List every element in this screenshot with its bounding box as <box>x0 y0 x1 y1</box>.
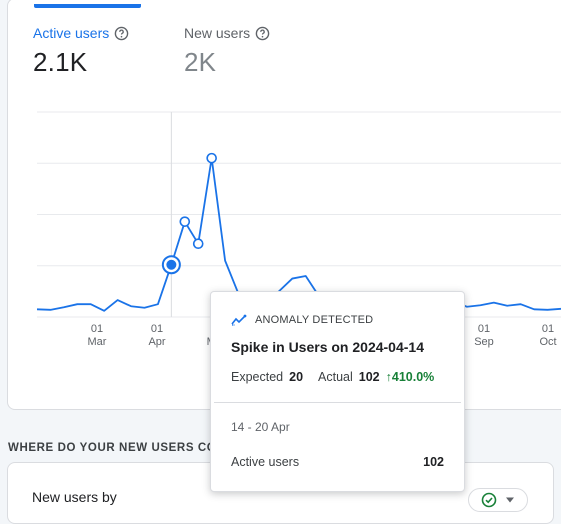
tooltip-comparison: Expected 20 Actual 102 ↑410.0% <box>231 370 434 384</box>
chart-grid <box>37 111 561 318</box>
metric-label: New users <box>184 25 251 41</box>
card-title: New users by <box>32 489 117 505</box>
help-icon[interactable] <box>114 26 129 41</box>
active-tab-indicator <box>34 4 141 8</box>
metric-value: 2K <box>184 47 217 77</box>
check-circle-icon <box>481 492 497 508</box>
x-tick-month: Mar <box>88 336 107 348</box>
anomaly-point <box>206 152 217 164</box>
tooltip-metric-label: Active users <box>231 455 300 469</box>
x-tick-month: Apr <box>148 336 165 348</box>
chevron-down-icon <box>506 497 514 503</box>
metric-label: Active users <box>33 25 110 41</box>
metric-value: 2.1K <box>33 47 88 77</box>
anomaly-tooltip: ANOMALY DETECTED Spike in Users on 2024-… <box>210 291 465 492</box>
x-tick-day: 01 <box>151 323 163 335</box>
tooltip-title: Spike in Users on 2024-04-14 <box>231 339 424 355</box>
metric-tab-active-users[interactable]: Active users 2.1K <box>33 25 129 78</box>
tooltip-metric-value: 102 <box>423 455 444 469</box>
metric-tab-new-users[interactable]: New users 2K <box>184 25 270 78</box>
series-line-active-users <box>36 157 561 312</box>
anomaly-point <box>192 238 204 250</box>
anomaly-point <box>179 216 191 227</box>
compare-dropdown[interactable] <box>468 488 528 512</box>
help-icon[interactable] <box>255 26 270 41</box>
actual-label: Actual <box>318 370 353 384</box>
expected-value: 20 <box>289 370 304 384</box>
actual-value: 102 <box>358 370 380 384</box>
tooltip-header: ANOMALY DETECTED <box>255 314 374 326</box>
x-tick-day: 01 <box>478 323 490 335</box>
x-tick-month: Sep <box>474 336 494 348</box>
tooltip-metric-row: Active users 102 <box>231 455 444 469</box>
expected-label: Expected <box>231 370 284 384</box>
x-tick-day: 01 <box>91 323 103 335</box>
tooltip-divider <box>214 402 461 403</box>
highlight-point <box>166 259 177 270</box>
anomaly-icon <box>231 314 247 326</box>
change-percent: ↑410.0% <box>385 370 435 384</box>
x-tick-day: 01 <box>542 323 554 335</box>
tooltip-date-range: 14 - 20 Apr <box>231 420 290 434</box>
x-tick-month: Oct <box>539 336 556 348</box>
